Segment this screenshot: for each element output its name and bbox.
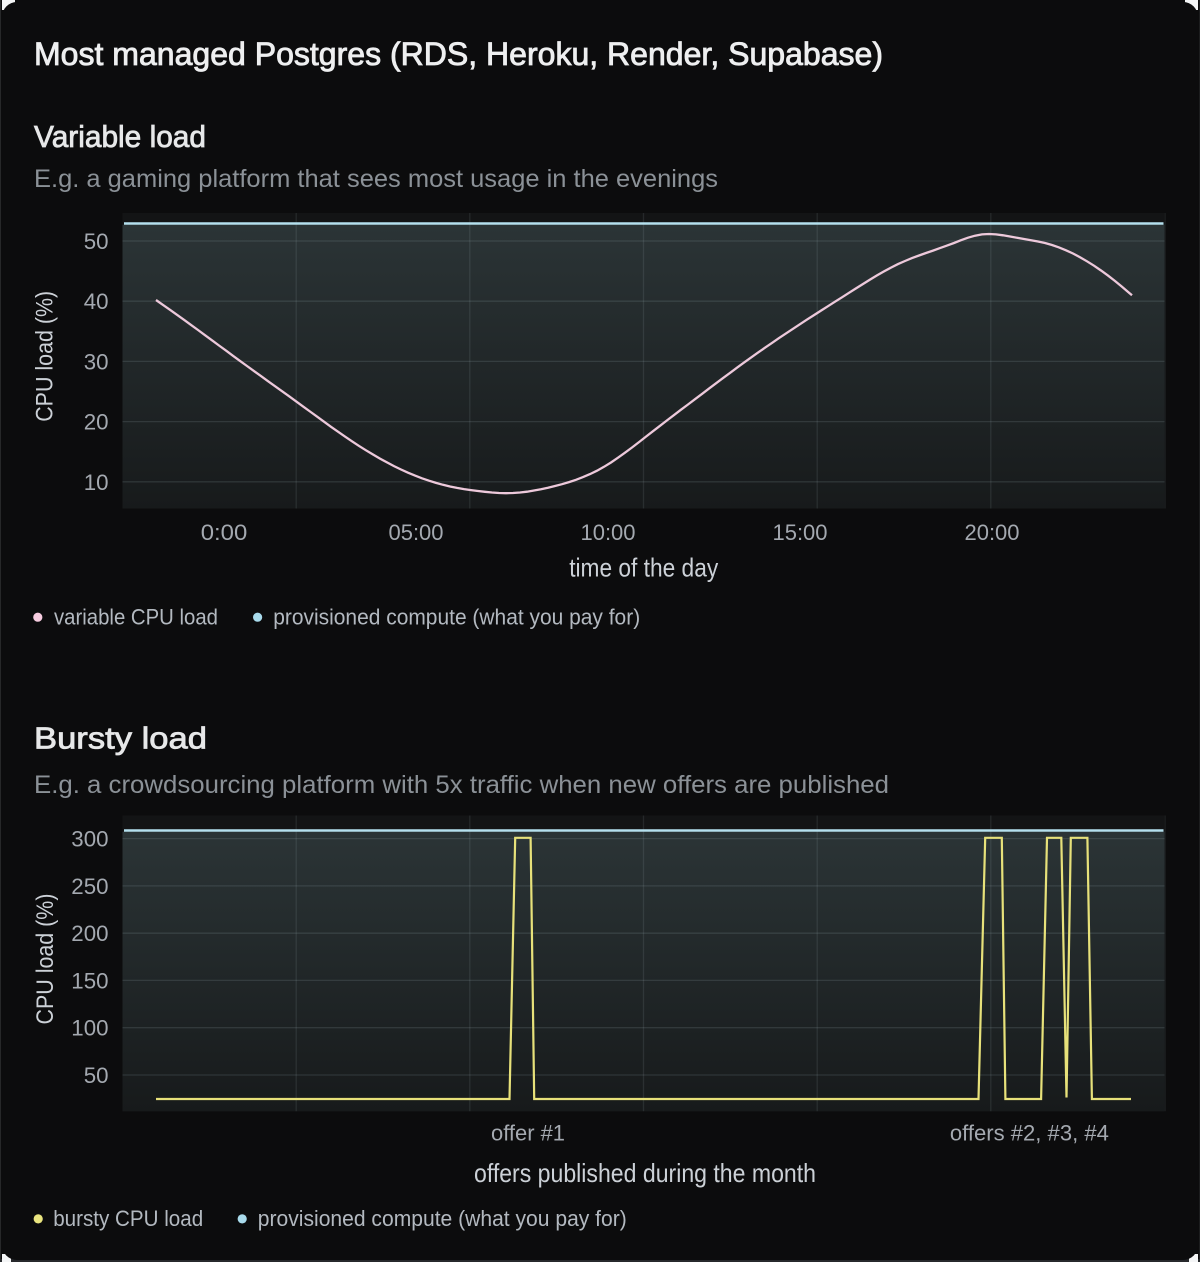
svg-text:150: 150: [71, 968, 108, 993]
svg-text:10: 10: [84, 470, 109, 495]
svg-text:05:00: 05:00: [389, 520, 444, 545]
svg-text:Bursty load: Bursty load: [34, 720, 207, 755]
svg-text:Variable load: Variable load: [34, 119, 206, 154]
svg-text:20: 20: [84, 410, 109, 435]
svg-text:300: 300: [71, 827, 108, 852]
svg-text:E.g. a crowdsourcing platform: E.g. a crowdsourcing platform with 5x tr…: [34, 771, 889, 799]
svg-text:30: 30: [84, 349, 109, 374]
svg-text:offers #2, #3, #4: offers #2, #3, #4: [950, 1120, 1109, 1145]
svg-text:50: 50: [84, 1063, 109, 1088]
svg-text:CPU load (%): CPU load (%): [32, 291, 59, 422]
svg-text:provisioned compute (what you: provisioned compute (what you pay for): [273, 605, 640, 630]
svg-text:250: 250: [71, 874, 108, 899]
svg-text:200: 200: [71, 921, 108, 946]
svg-text:CPU load (%): CPU load (%): [32, 894, 59, 1025]
svg-text:20:00: 20:00: [965, 520, 1020, 545]
svg-text:offer #1: offer #1: [491, 1120, 565, 1145]
svg-text:E.g. a gaming platform that se: E.g. a gaming platform that sees most us…: [34, 165, 718, 193]
svg-text:10:00: 10:00: [581, 520, 636, 545]
svg-text:bursty CPU load: bursty CPU load: [53, 1206, 203, 1231]
svg-text:0:00: 0:00: [201, 520, 248, 545]
svg-text:time of the day: time of the day: [569, 553, 718, 583]
svg-text:variable CPU load: variable CPU load: [54, 605, 218, 630]
svg-text:provisioned compute (what you: provisioned compute (what you pay for): [258, 1206, 627, 1231]
svg-text:Most managed Postgres (RDS, He: Most managed Postgres (RDS, Heroku, Rend…: [34, 36, 883, 72]
svg-text:50: 50: [84, 229, 109, 254]
svg-text:15:00: 15:00: [773, 520, 828, 545]
svg-text:40: 40: [84, 289, 109, 314]
svg-text:100: 100: [71, 1016, 108, 1041]
svg-text:offers published during the mo: offers published during the month: [474, 1158, 816, 1188]
